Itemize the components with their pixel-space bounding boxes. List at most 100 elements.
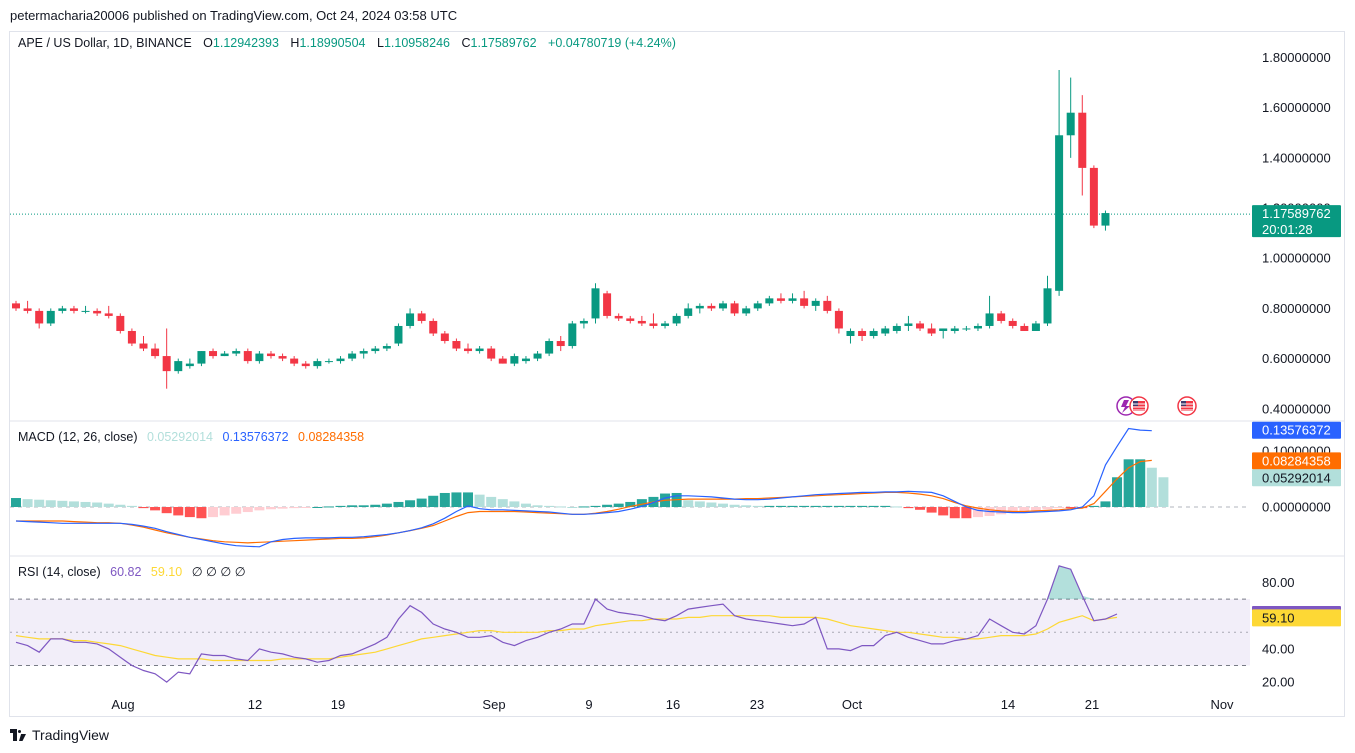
macd-histogram-bar (196, 507, 207, 519)
macd-histogram-bar (115, 504, 126, 507)
candle-body (904, 323, 913, 326)
macd-histogram-bar (1135, 459, 1146, 507)
macd-histogram-bar (463, 492, 474, 507)
macd-histogram-bar (486, 496, 497, 507)
candle-body (881, 328, 890, 334)
macd-histogram-bar (11, 498, 21, 507)
macd-histogram-bar (509, 501, 520, 507)
macd-histogram-bar (242, 507, 253, 513)
candle-body (776, 298, 785, 301)
candle-body (417, 313, 426, 321)
candle-body (916, 323, 925, 329)
candle-body (46, 310, 55, 324)
macd-histogram-bar (961, 507, 972, 519)
macd-histogram-bar (915, 507, 926, 510)
rsi-legend: RSI (14, close) 60.82 59.10 ∅ ∅ ∅ ∅ (18, 565, 246, 579)
macd-histogram-bar (694, 501, 705, 507)
rsi-y-tick-label: 40.00 (1262, 641, 1295, 656)
candle-body (197, 351, 206, 364)
candle-body (313, 361, 322, 367)
candle-body (1066, 112, 1075, 136)
candle-body (637, 320, 646, 324)
footer-brand-label: TradingView (32, 727, 110, 743)
macd-histogram-bar (1123, 459, 1134, 507)
macd-histogram-bar (764, 505, 775, 507)
macd-histogram-bar (68, 501, 79, 507)
macd-line (15, 427, 1152, 548)
macd-histogram-bar (1007, 507, 1018, 513)
candle-body (324, 361, 333, 363)
macd-histogram-bar (126, 505, 137, 507)
candle-body (626, 318, 635, 321)
macd-histogram-bar (1146, 467, 1157, 507)
macd-histogram-bar (300, 507, 311, 508)
price-badge-text: 1.17589762 (1262, 206, 1331, 221)
candle-body (603, 293, 612, 316)
macd-histogram-bar (416, 498, 427, 507)
candle-body (510, 356, 519, 364)
macd-histogram-bar (34, 499, 45, 507)
candle-body (869, 330, 878, 336)
x-tick-label: Nov (1210, 697, 1234, 712)
macd-histogram-bar (474, 494, 485, 507)
macd-histogram-bar (845, 505, 856, 507)
macd-histogram-bar (358, 505, 369, 507)
macd-legend: MACD (12, 26, close) 0.05292014 0.135763… (18, 430, 364, 444)
candle-body (278, 356, 287, 359)
candle-body (718, 303, 727, 309)
macd-histogram-bar (393, 501, 404, 507)
hist-badge-bg (1252, 469, 1341, 487)
price-y-tick-label: 0.60000000 (1262, 351, 1331, 366)
candle-body (429, 320, 438, 334)
macd-histogram-bar (1065, 507, 1076, 509)
price-y-tick-label: 1.40000000 (1262, 150, 1331, 165)
signal-badge-bg (1252, 452, 1341, 470)
macd-histogram-bar (1054, 507, 1065, 509)
macd-histogram-bar (741, 505, 752, 507)
macd-histogram-bar (1100, 501, 1111, 507)
macd-histogram-bar (868, 505, 879, 507)
rsi-ma-line (15, 615, 1118, 662)
rsi-y-tick-label: 80.00 (1262, 575, 1295, 590)
candle-body (985, 313, 994, 326)
candle-body (707, 305, 716, 309)
macd-histogram-bar (289, 507, 300, 509)
candle-body (243, 351, 252, 362)
tradingview-logo-icon (10, 729, 26, 741)
candle-body (846, 330, 855, 336)
macd-histogram-bar (555, 506, 566, 508)
candle-body (1101, 213, 1110, 226)
price-y-tick-label: 0.40000000 (1262, 401, 1331, 416)
x-axis: Aug 12 19 Sep 9 16 23 Oct 14 21 Nov (111, 697, 1234, 712)
candle-body (139, 343, 148, 349)
price-y-tick-label: 1.00000000 (1262, 251, 1331, 266)
macd-histogram-bar (1030, 507, 1041, 511)
rsi-overbought-fill (1047, 565, 1094, 600)
candle-body (753, 303, 762, 309)
macd-histogram-bar (1158, 477, 1169, 507)
macd-histogram-bar (544, 505, 555, 507)
macd-signal-line (16, 459, 1152, 544)
candle-body (927, 328, 936, 334)
candle-body (823, 300, 832, 311)
y-axes: 1.800000001.600000001.400000001.20000000… (1262, 50, 1331, 690)
macd-histogram-bar (45, 500, 56, 507)
published-header: petermacharia20006 published on TradingV… (10, 8, 458, 23)
candle-body (649, 323, 658, 326)
pane-dividers (10, 420, 1344, 557)
candle-body (591, 288, 600, 319)
macd-histogram-bar (602, 504, 613, 507)
candle-body (406, 313, 415, 326)
macd-histogram-bar (578, 506, 589, 508)
candle-body (69, 308, 78, 311)
footer-brand[interactable]: TradingView (10, 727, 109, 743)
macd-histogram-bar (231, 507, 242, 514)
price-y-tick-label: 1.60000000 (1262, 100, 1331, 115)
macd-histogram-bar (590, 505, 601, 507)
candle-body (58, 308, 67, 311)
macd-histogram-bar (810, 505, 821, 507)
macd-histogram-bar (103, 503, 114, 507)
macd-badge-text: 0.13576372 (1262, 423, 1331, 438)
event-icon-group[interactable] (1116, 396, 1197, 416)
candle-body (209, 351, 218, 357)
